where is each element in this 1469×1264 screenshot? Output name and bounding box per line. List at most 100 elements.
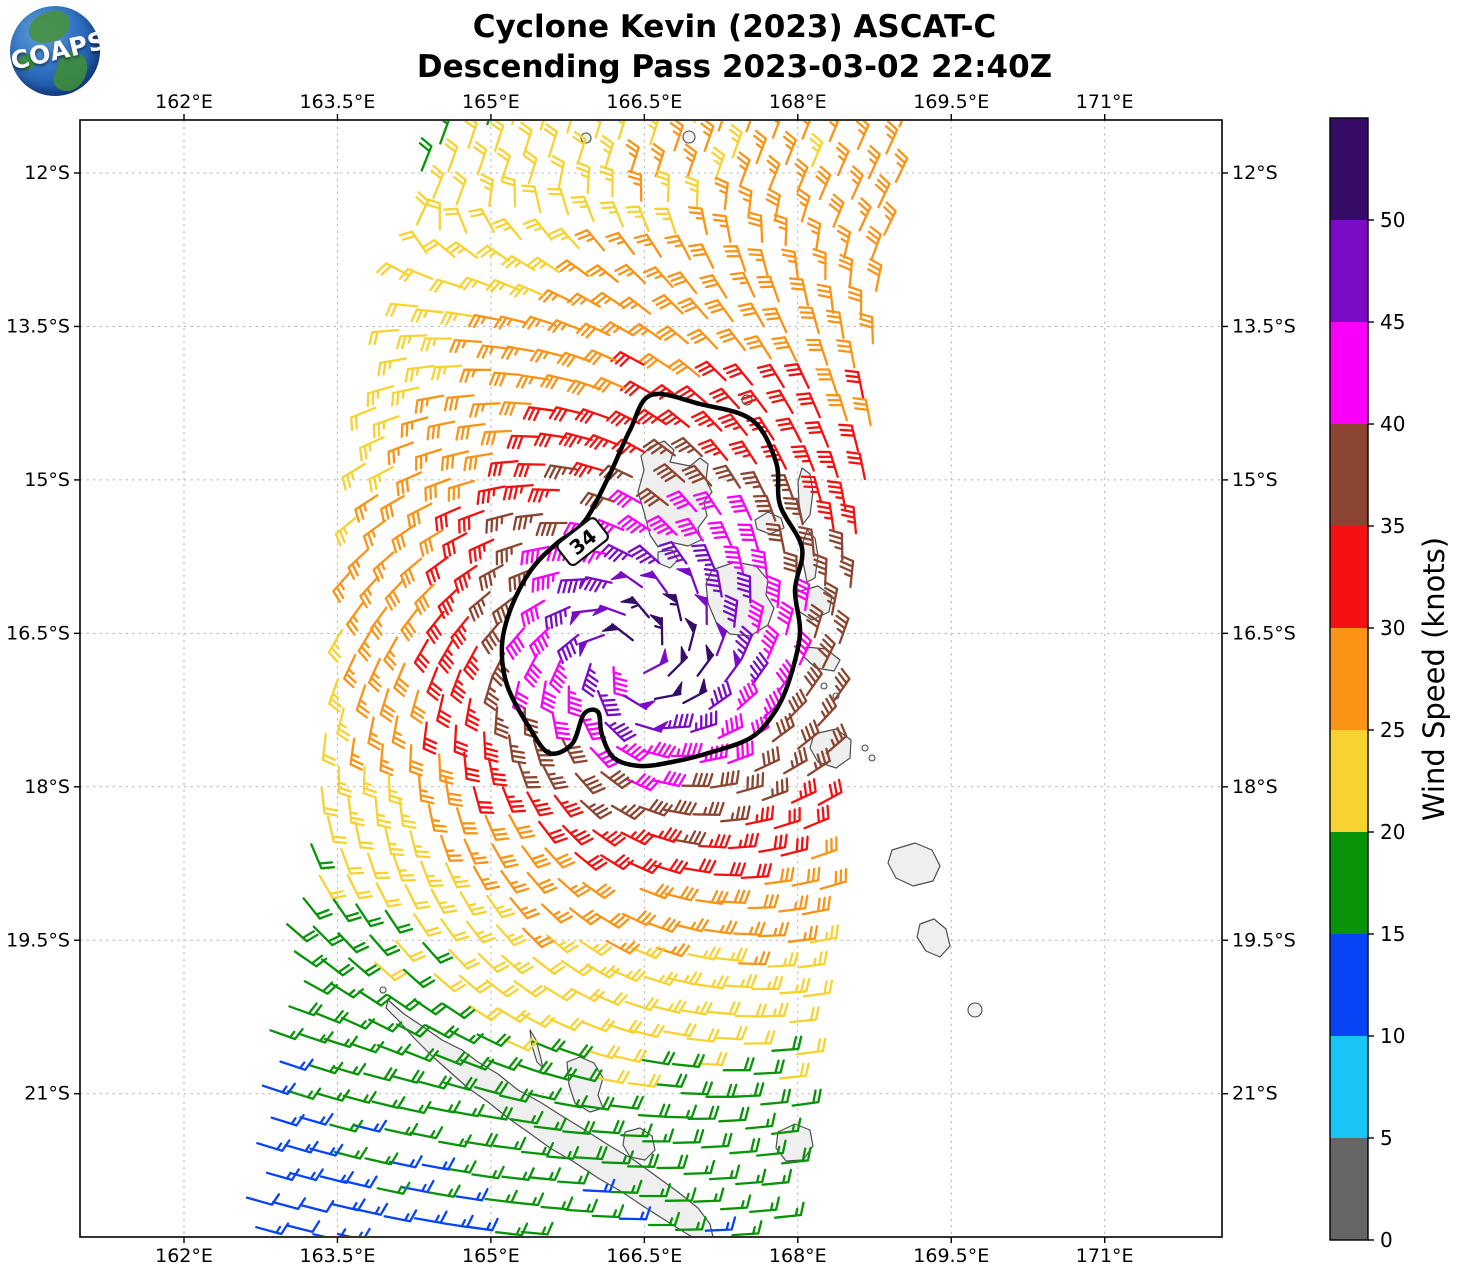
wind-barb	[467, 313, 502, 329]
wind-barb	[320, 958, 355, 977]
wind-barb	[376, 1043, 412, 1056]
wind-barb	[286, 1087, 322, 1100]
wind-barb	[410, 308, 444, 323]
wind-barb	[422, 238, 456, 258]
wind-barb	[648, 121, 660, 146]
wind-barb	[501, 786, 527, 813]
wind-barb	[391, 524, 416, 554]
wind-barb	[366, 852, 391, 880]
wind-barb	[637, 352, 672, 370]
wind-barb	[791, 1088, 822, 1107]
wind-barb	[578, 576, 613, 593]
wind-barb	[642, 438, 676, 457]
wind-barb	[429, 278, 464, 293]
wind-barb	[468, 538, 495, 564]
wind-barb	[350, 406, 377, 432]
wind-barb	[566, 292, 601, 308]
wind-barb	[570, 987, 605, 1003]
wind-barb	[494, 706, 509, 740]
wind-barb	[440, 450, 470, 472]
wind-barb	[736, 571, 752, 604]
wind-barb	[380, 494, 405, 523]
wind-barb	[711, 146, 726, 181]
wind-barb	[578, 633, 605, 646]
wind-barb	[852, 396, 872, 427]
wind-barb	[686, 1028, 720, 1043]
r34-wind-radius-contour	[499, 391, 805, 769]
wind-barb	[340, 847, 365, 875]
wind-barb	[786, 688, 808, 721]
wind-barb	[568, 907, 603, 926]
wind-barb	[501, 175, 517, 208]
wind-barb	[345, 602, 364, 636]
wind-barb	[756, 275, 780, 303]
wind-barb	[855, 121, 870, 150]
wind-barb	[566, 121, 572, 134]
wind-barb	[309, 1061, 344, 1075]
wind-barb	[722, 594, 739, 628]
wind-barb	[751, 975, 784, 991]
wind-barb	[817, 633, 836, 669]
wind-barb	[419, 529, 444, 557]
wind-barb	[463, 452, 494, 472]
wind-barb	[383, 1209, 418, 1223]
wind-barb	[727, 832, 760, 850]
wind-barb	[704, 299, 734, 323]
wind-barb	[796, 188, 811, 223]
y-tick-label-left: 13.5°S	[6, 315, 70, 337]
wind-barb	[874, 174, 891, 209]
wind-barb	[520, 1142, 555, 1156]
wind-barb	[778, 894, 809, 913]
wind-barb	[453, 564, 478, 594]
wind-barb	[576, 322, 611, 339]
wind-barb	[548, 406, 583, 422]
wind-barb	[641, 741, 677, 759]
wind-barb	[499, 1088, 534, 1103]
wind-barb	[617, 121, 626, 141]
wind-barb	[369, 934, 401, 957]
wind-barb	[490, 121, 505, 152]
wind-barb	[437, 587, 459, 620]
wind-barb	[686, 328, 719, 350]
wind-barb	[518, 121, 533, 157]
wind-barb	[551, 711, 571, 741]
wind-barb	[817, 694, 838, 727]
wind-barb	[591, 291, 625, 309]
wind-barb	[560, 959, 595, 977]
wind-barb	[658, 540, 688, 565]
wind-barb	[450, 669, 466, 704]
wind-barb	[300, 1199, 335, 1213]
wind-barb	[506, 434, 540, 450]
wind-barb	[687, 1105, 720, 1121]
wind-barb	[770, 473, 795, 501]
land-polygons	[379, 130, 983, 1236]
wind-barb	[867, 258, 883, 292]
wind-barb	[509, 1110, 544, 1125]
wind-barb	[839, 555, 855, 589]
wind-barb	[379, 688, 396, 723]
wind-barb	[682, 689, 708, 705]
wind-barb	[764, 866, 795, 885]
wind-barb	[800, 475, 823, 504]
wind-barb	[816, 450, 839, 478]
wind-barb	[630, 945, 666, 960]
wind-barb	[581, 1096, 615, 1111]
wind-barb	[538, 820, 568, 844]
wind-barb	[737, 389, 768, 413]
wind-barb	[657, 409, 691, 428]
wind-barb	[780, 1146, 812, 1165]
y-tick-label-right: 12°S	[1232, 162, 1278, 184]
colorbar-tick-label: 40	[1380, 412, 1405, 436]
y-tick-label-left: 21°S	[24, 1083, 70, 1105]
wind-barb	[688, 243, 715, 269]
wind-barb	[747, 211, 764, 243]
wind-barb	[384, 909, 414, 934]
wind-barb	[413, 913, 442, 937]
wind-barb	[766, 154, 781, 190]
wind-barb	[481, 621, 501, 655]
x-tick-label-top: 163.5°E	[299, 91, 375, 113]
wind-barb	[375, 882, 402, 908]
wind-barb	[400, 608, 419, 642]
wind-barb	[309, 1143, 344, 1157]
wind-barb	[255, 1222, 290, 1236]
